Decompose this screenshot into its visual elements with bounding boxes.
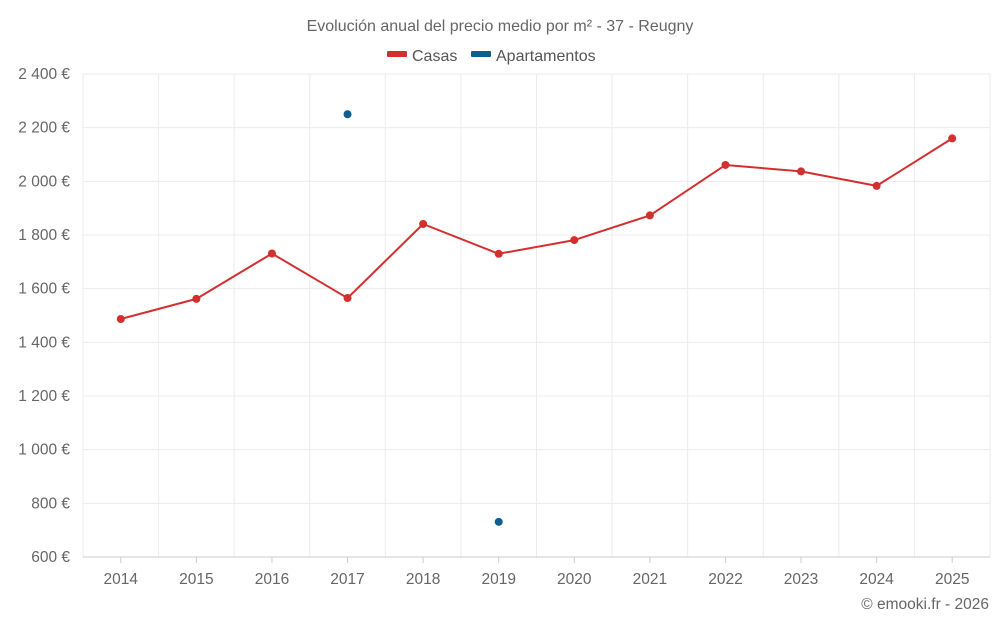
- x-tick-label: 2023: [784, 571, 818, 588]
- x-tick-label: 2024: [859, 571, 894, 588]
- data-point-casas: [116, 314, 125, 323]
- x-tick-label: 2016: [255, 571, 289, 588]
- x-tick-label: 2017: [330, 571, 364, 588]
- y-tick-label: 2 000 €: [18, 173, 70, 190]
- y-tick-label: 1 400 €: [18, 334, 70, 351]
- x-tick-label: 2020: [557, 571, 592, 588]
- x-tick-label: 2014: [104, 571, 139, 588]
- legend-label-apartamentos: Apartamentos: [496, 48, 596, 65]
- y-tick-label: 2 400 €: [18, 66, 70, 83]
- data-point-casas: [948, 134, 957, 143]
- data-point-casas: [721, 160, 730, 169]
- series-line-casas: [120, 137, 953, 320]
- chart-title: Evolución anual del precio medio por m² …: [307, 18, 694, 35]
- x-tick-label: 2022: [708, 571, 742, 588]
- data-point-apartamentos: [343, 110, 352, 119]
- x-tick-label: 2025: [935, 571, 969, 588]
- data-point-casas: [192, 294, 201, 303]
- legend-swatch-casas: [387, 51, 407, 57]
- x-tick-label: 2018: [406, 571, 440, 588]
- data-point-casas: [872, 181, 881, 190]
- y-tick-label: 1 200 €: [18, 388, 70, 405]
- x-tick-label: 2019: [481, 571, 515, 588]
- legend-swatch-apartamentos: [471, 51, 491, 57]
- credit-text: © emooki.fr - 2026: [861, 596, 989, 613]
- grid: [82, 73, 991, 557]
- legend: Casas Apartamentos: [387, 48, 596, 65]
- legend-item-casas[interactable]: Casas: [387, 48, 457, 65]
- plot-area: [116, 110, 957, 526]
- y-tick-label: 2 200 €: [18, 120, 70, 137]
- data-point-casas: [645, 211, 654, 220]
- axes: 600 € 800 € 1 000 € 1 200 € 1 400 € 1 600 € 1 …: [18, 66, 990, 588]
- y-tick-label: 800 €: [31, 495, 70, 512]
- data-point-casas: [797, 167, 806, 176]
- data-point-casas: [343, 294, 352, 303]
- y-tick-label: 1 600 €: [18, 281, 70, 298]
- y-tick-label: 1 000 €: [18, 442, 70, 459]
- x-tick-label: 2021: [633, 571, 667, 588]
- legend-item-apartamentos[interactable]: Apartamentos: [471, 48, 596, 65]
- data-point-casas: [570, 236, 579, 245]
- y-tick-label: 600 €: [31, 549, 70, 566]
- x-tick-label: 2015: [179, 571, 213, 588]
- data-point-apartamentos: [494, 517, 503, 526]
- data-point-casas: [419, 219, 428, 228]
- y-tick-label: 1 800 €: [18, 227, 70, 244]
- legend-label-casas: Casas: [412, 48, 457, 65]
- data-point-casas: [494, 249, 503, 258]
- data-point-casas: [267, 249, 276, 258]
